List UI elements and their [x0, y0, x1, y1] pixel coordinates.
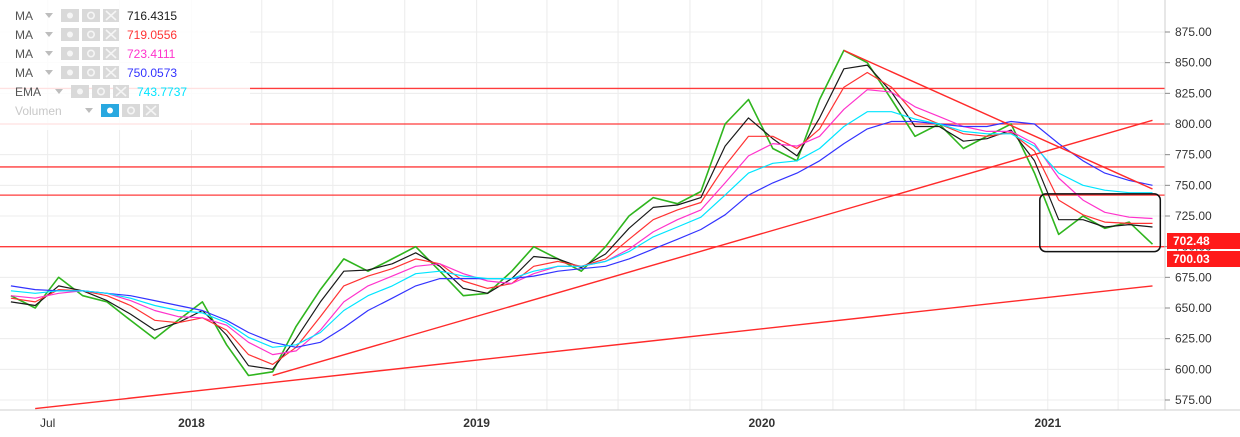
gear-glyph [87, 11, 96, 20]
x-tick-label: 2020 [748, 416, 775, 430]
gear-glyph [87, 49, 96, 58]
eye-pupil [67, 69, 73, 76]
x-tick-label: 2018 [178, 416, 205, 430]
y-tick-label: 725.00 [1175, 209, 1212, 223]
close-glyph [105, 29, 117, 40]
chevron-down-icon[interactable] [45, 13, 53, 18]
eye-pupil [67, 31, 73, 38]
series-lines [10, 49, 1154, 377]
chevron-down-icon[interactable] [45, 32, 53, 37]
trendline [35, 285, 1153, 410]
y-tick-label: 800.00 [1175, 117, 1212, 131]
trendlines [35, 49, 1153, 410]
indicator-legend[interactable]: MA 716.4315 MA 719.0556 MA 723.4111 MA 750.0573… [0, 0, 250, 130]
x-axis: Jul 2018 2019 2020 2021 [40, 416, 1061, 430]
legend-name: MA [15, 66, 33, 80]
close-glyph [145, 105, 157, 116]
close-glyph [105, 48, 117, 59]
y-tick-label: 675.00 [1175, 270, 1212, 284]
price-tag-box [1167, 251, 1240, 267]
x-tick-label: Jul [40, 416, 55, 430]
legend-row[interactable]: MA 723.4111 [15, 47, 176, 61]
y-tick-label: 575.00 [1175, 393, 1212, 407]
price-tag-label: 700.03 [1173, 252, 1210, 266]
legend-name: EMA [15, 85, 41, 99]
y-tick-label: 825.00 [1175, 86, 1212, 100]
gear-icon[interactable] [82, 66, 100, 79]
gear-glyph [87, 30, 96, 39]
chevron-down-icon[interactable] [45, 51, 53, 56]
chevron-down-icon[interactable] [85, 108, 93, 113]
gear-glyph [127, 106, 136, 115]
legend-name: MA [15, 28, 33, 42]
eye-pupil [107, 107, 113, 114]
legend-value: 723.4111 [127, 47, 176, 61]
price-tag-label: 702.48 [1173, 234, 1210, 248]
trendline [843, 49, 1153, 190]
eye-pupil [67, 50, 73, 57]
gear-icon[interactable] [92, 85, 110, 98]
legend-row[interactable]: EMA 743.7737 [15, 85, 187, 99]
gear-glyph [87, 68, 96, 77]
y-tick-label: 625.00 [1175, 332, 1212, 346]
series-line [10, 120, 1153, 348]
y-axis: 875.00 850.00 825.00 800.00 775.00 750.00 725.… [1165, 25, 1212, 407]
consolidation-box [1039, 193, 1162, 253]
chevron-down-icon[interactable] [55, 89, 63, 94]
legend-name: MA [15, 9, 33, 23]
series-line [10, 111, 1153, 348]
gear-icon[interactable] [82, 9, 100, 22]
price-tag-box [1167, 233, 1240, 249]
x-tick-label: 2019 [463, 416, 490, 430]
chevron-down-icon[interactable] [45, 70, 53, 75]
legend-name: MA [15, 47, 33, 61]
eye-pupil [67, 12, 73, 19]
gear-glyph [97, 87, 106, 96]
legend-row[interactable]: MA 750.0573 [15, 66, 177, 80]
y-tick-label: 600.00 [1175, 362, 1212, 376]
gear-icon[interactable] [82, 47, 100, 60]
y-tick-label: 775.00 [1175, 148, 1212, 162]
legend-value: 743.7737 [137, 85, 187, 99]
price-tags: 702.48 700.03 [1167, 233, 1240, 267]
close-glyph [115, 86, 127, 97]
legend-value: 750.0573 [127, 66, 177, 80]
gear-icon[interactable] [122, 104, 140, 117]
legend-value: 716.4315 [127, 9, 177, 23]
legend-name: Volumen [15, 104, 62, 118]
y-tick-label: 750.00 [1175, 178, 1212, 192]
gear-icon[interactable] [82, 28, 100, 41]
close-glyph [105, 67, 117, 78]
close-glyph [105, 10, 117, 21]
trendline [272, 119, 1153, 377]
legend-value: 719.0556 [127, 28, 177, 42]
legend-row[interactable]: Volumen [15, 104, 159, 118]
y-tick-label: 875.00 [1175, 25, 1212, 39]
x-tick-label: 2021 [1034, 416, 1061, 430]
legend-row[interactable]: MA 716.4315 [15, 9, 177, 23]
legend-row[interactable]: MA 719.0556 [15, 28, 177, 42]
series-line [10, 49, 1154, 377]
y-tick-label: 850.00 [1175, 56, 1212, 70]
y-tick-label: 650.00 [1175, 301, 1212, 315]
eye-pupil [77, 88, 83, 95]
